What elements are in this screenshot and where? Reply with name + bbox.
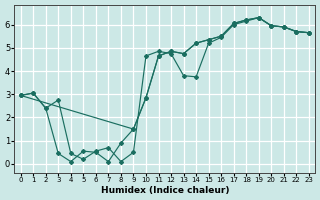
X-axis label: Humidex (Indice chaleur): Humidex (Indice chaleur) xyxy=(100,186,229,195)
